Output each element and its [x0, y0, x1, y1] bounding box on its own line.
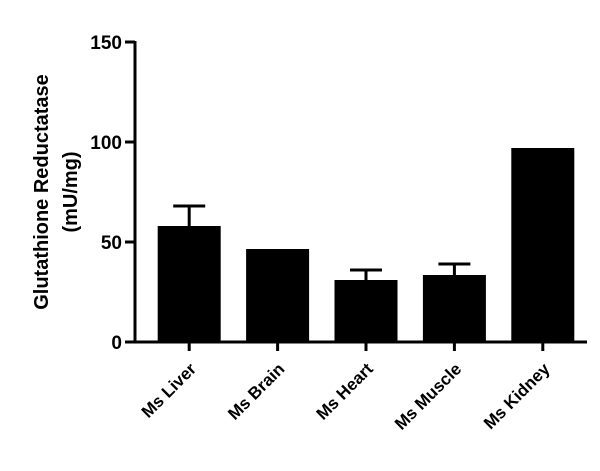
bar: [422, 275, 486, 342]
error-bars: [173, 204, 471, 280]
y-axis: 0 50 100 150: [90, 33, 137, 354]
bar: [511, 148, 575, 342]
category-label: Ms Brain: [224, 359, 288, 423]
y-tick-label: 0: [111, 333, 122, 354]
category-label: Ms Liver: [138, 359, 200, 421]
category-labels: Ms Liver Ms Brain Ms Heart Ms Muscle Ms Kidn…: [138, 359, 554, 434]
bar: [157, 226, 221, 342]
y-tick-label: 100: [90, 133, 122, 154]
x-axis: [134, 340, 587, 351]
y-tick-label: 50: [101, 233, 122, 254]
y-tick-label: 150: [90, 33, 122, 54]
y-axis-title: Glutathione Reductatase: [31, 74, 53, 310]
bar: [246, 249, 310, 342]
bars: [157, 148, 575, 342]
category-label: Ms Muscle: [391, 359, 465, 433]
bar: [334, 280, 398, 342]
y-axis-unit: (mU/mg): [60, 151, 82, 232]
category-label: Ms Kidney: [480, 359, 554, 433]
category-label: Ms Heart: [313, 359, 377, 423]
